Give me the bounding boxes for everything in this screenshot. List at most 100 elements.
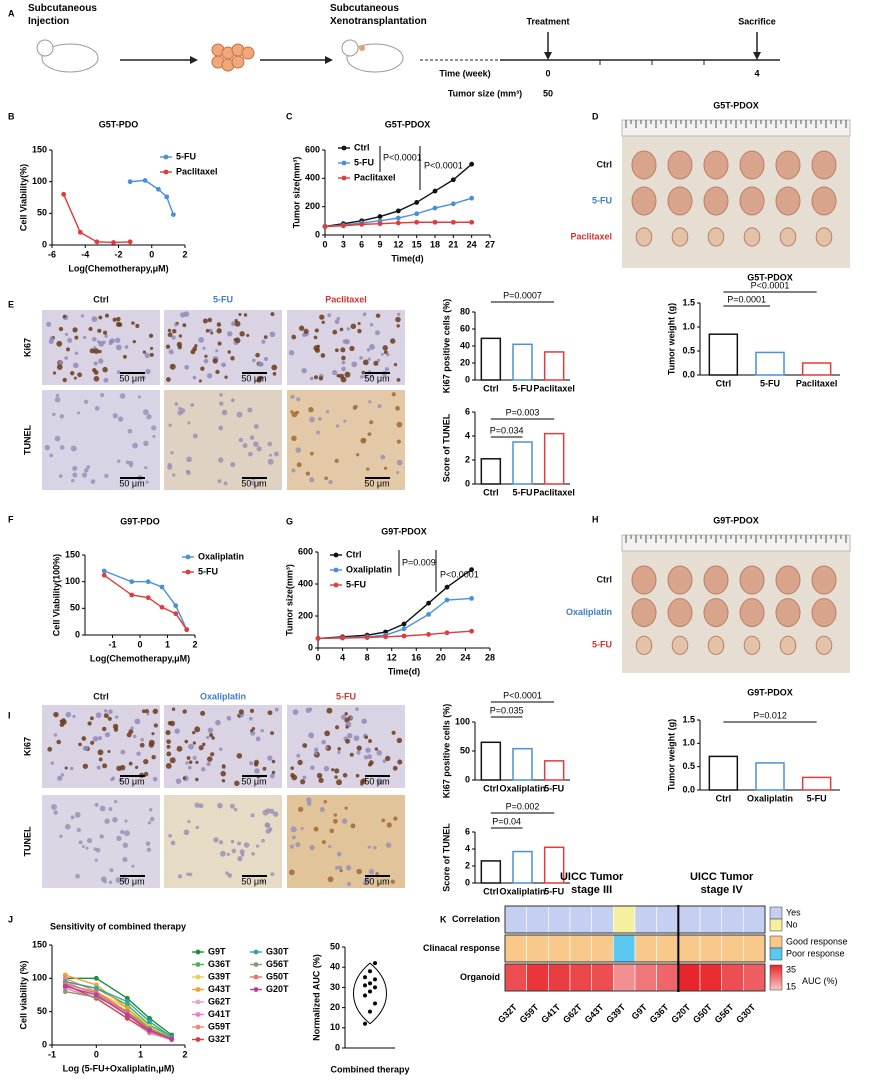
data-point [364,635,370,640]
y-axis-label: Ki67 positive cells (%) [441,299,451,394]
nucleus [296,397,301,402]
nucleus [246,333,250,337]
nucleus [142,409,149,416]
nucleus [313,747,319,753]
nucleus [297,759,303,766]
row-label: Ki67 [22,737,32,756]
data-point [469,596,474,601]
nucleus [353,735,360,742]
y-tick-label: 50 [37,208,47,218]
nucleus [78,840,83,845]
heat-cell [548,905,571,934]
legend-label: Oxaliplatin [198,551,244,561]
y-axis-label: Tumor size(mm³) [284,564,294,636]
nucleus [253,424,259,429]
nucleus [201,767,206,772]
column-label: G32T [496,1002,519,1025]
nucleus [141,709,146,714]
heat-cell [591,963,614,992]
nucleus [227,873,233,878]
scale-bar-label: 50 μm [119,478,144,488]
heat-cell [569,934,592,963]
tumor [811,565,837,595]
nucleus [302,743,308,748]
nucleus [152,708,159,715]
step-label: Subcutaneous Injection [28,3,97,27]
data-point [93,975,99,981]
legend-label: Paclitaxel [176,166,218,176]
nucleus [99,805,106,812]
nucleus [102,366,108,373]
nucleus [383,350,388,355]
nucleus [93,847,98,851]
nucleus [300,779,306,785]
nucleus [169,363,176,370]
nucleus [53,711,59,718]
nucleus [194,726,201,733]
y-tick-label: 150 [32,939,47,949]
y-tick-label: 0 [308,642,313,652]
data-point [159,604,165,610]
nucleus [370,374,374,378]
nucleus [362,312,367,316]
x-tick-label: 20 [436,652,446,662]
nucleus [70,371,75,376]
nucleus [295,447,302,453]
photo-title: G5T-PDOX [713,100,759,110]
data-point [401,626,407,632]
nucleus [174,402,179,406]
data-point [62,989,68,995]
x-tick-label: 2 [182,1049,187,1059]
x-tick-label: 6 [359,239,364,249]
x-tick-label: 5-FU [513,383,533,393]
nucleus [230,356,235,361]
data-point [93,992,99,998]
nucleus [97,328,102,333]
nucleus [144,466,148,470]
nucleus [231,848,237,854]
nucleus [144,352,150,359]
panel-label: K [440,914,447,924]
nucleus [206,735,210,740]
y-tick-label: 2 [465,860,470,870]
nucleus [265,822,271,828]
nucleus [49,336,54,341]
legend-label: G59T [208,1021,231,1031]
nucleus [47,746,53,752]
nucleus [337,750,341,755]
nucleus [116,835,122,842]
nucleus [238,312,242,317]
data-point [170,212,176,218]
legend-marker [341,145,347,151]
nucleus [376,750,383,756]
nucleus [55,393,60,398]
nucleus [267,710,273,716]
data-point [124,995,130,1001]
nucleus [329,828,335,834]
nucleus [182,323,187,328]
nucleus [227,350,231,354]
x-tick-label: Ctrl [716,793,732,803]
nucleus [386,822,392,828]
legend-marker [333,552,339,558]
y-tick-label: 0 [315,229,320,239]
nucleus [291,411,298,418]
nucleus [309,477,315,483]
nucleus [396,471,400,475]
legend-marker [195,987,201,992]
scale-bar-label: 50 μm [241,876,266,886]
x-axis-label: Log(Chemotherapy,μM) [90,653,190,663]
scale-bar-label: 50 μm [241,373,266,383]
heat-cell [743,963,766,992]
bar [480,337,502,381]
nucleus [119,393,126,399]
nucleus [230,839,235,844]
nucleus [234,337,241,344]
x-axis-label: Time(d) [391,253,423,263]
column-label: G50T [691,1002,714,1025]
annotation: P=0.002 [506,801,540,811]
legend-label: Ctrl [346,549,362,559]
x-tick-label: Paclitaxel [533,487,575,497]
nucleus [239,849,245,855]
nucleus [270,731,274,735]
